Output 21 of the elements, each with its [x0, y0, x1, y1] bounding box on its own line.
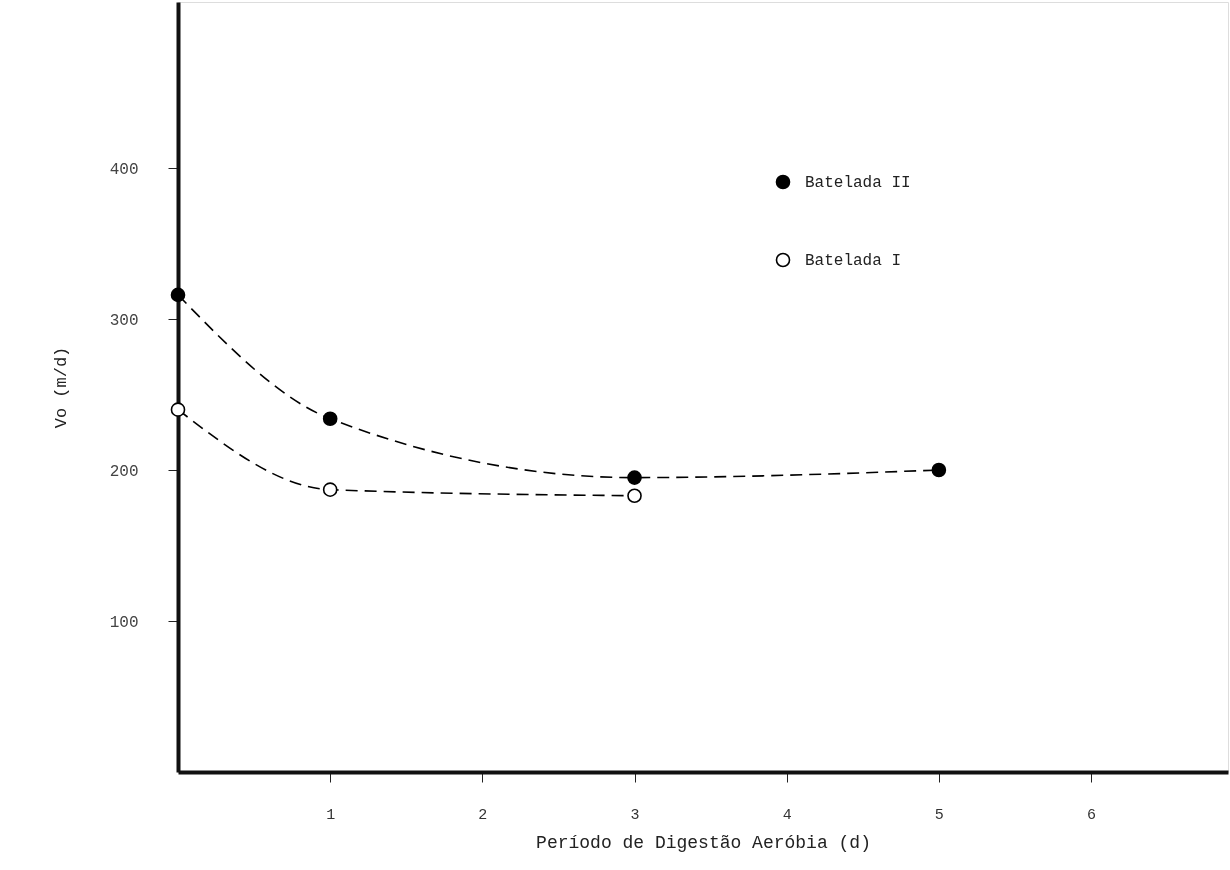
y-tick-label: 300	[109, 311, 139, 330]
point	[170, 402, 186, 417]
legend-label: Batelada II	[805, 174, 911, 192]
x-tick-label: 2	[478, 806, 488, 824]
point	[170, 287, 186, 303]
x-tick-label: 5	[934, 806, 944, 824]
x-tick-label: 4	[782, 806, 792, 824]
x-tick-label: 6	[1087, 806, 1097, 824]
point	[627, 488, 642, 504]
y-axis-title: Vo (m/d)	[51, 346, 71, 429]
y-tick-label: 100	[109, 613, 139, 632]
x-tick-label: 3	[630, 806, 640, 824]
point	[322, 482, 338, 497]
y-tick-label: 400	[109, 160, 139, 179]
x-tick-label: 1	[326, 806, 336, 824]
point	[931, 462, 947, 478]
y-tick-label: 200	[109, 462, 139, 481]
x-axis-title: Período de Digestão Aeróbia (d)	[536, 832, 871, 853]
legend-label: Batelada I	[805, 252, 902, 270]
point	[322, 411, 338, 427]
point	[627, 470, 642, 485]
